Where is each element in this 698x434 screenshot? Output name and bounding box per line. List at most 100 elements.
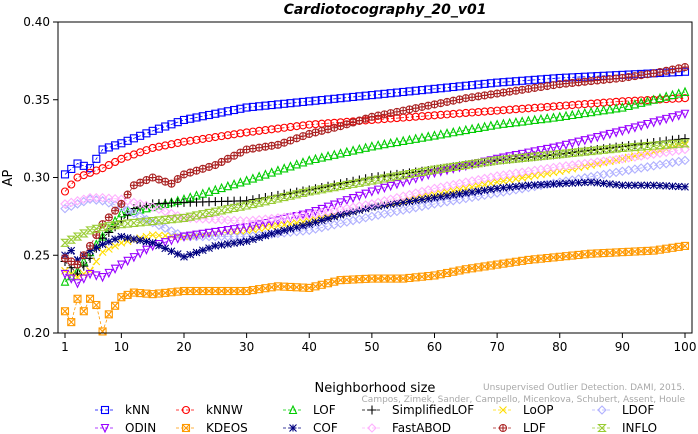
data-point	[79, 307, 88, 316]
data-point	[230, 130, 239, 139]
data-point	[223, 226, 233, 236]
data-point	[536, 82, 546, 92]
data-point	[385, 173, 396, 182]
data-point	[680, 155, 690, 166]
data-point	[323, 150, 333, 161]
data-point	[430, 84, 439, 93]
data-point	[561, 101, 571, 110]
data-point	[135, 218, 145, 227]
data-point	[486, 156, 496, 166]
data-point	[117, 139, 126, 148]
legend-marker	[289, 424, 297, 432]
data-point	[373, 175, 383, 184]
data-point	[473, 159, 484, 168]
data-point	[411, 133, 421, 143]
data-point	[480, 107, 489, 116]
data-point	[480, 121, 489, 131]
data-point	[166, 215, 177, 224]
data-point	[330, 94, 339, 103]
data-point	[274, 221, 282, 230]
data-point	[129, 253, 139, 263]
data-point	[374, 111, 383, 120]
data-point	[649, 118, 659, 128]
data-point	[442, 110, 452, 119]
data-point	[656, 181, 664, 190]
data-point	[667, 140, 678, 149]
data-point	[617, 143, 628, 153]
data-point	[561, 140, 571, 151]
data-point	[411, 196, 420, 205]
data-point	[543, 180, 552, 189]
data-point	[111, 157, 120, 166]
data-point	[166, 208, 177, 219]
data-point	[129, 218, 139, 227]
data-point	[467, 123, 477, 134]
data-point	[73, 159, 82, 168]
data-point	[98, 327, 107, 336]
data-point	[680, 134, 690, 144]
data-point	[60, 254, 70, 263]
data-point	[674, 88, 684, 98]
data-point	[499, 78, 508, 87]
data-point	[117, 199, 126, 208]
x-tick-label: 1	[61, 340, 69, 354]
data-point	[148, 126, 157, 135]
data-point	[361, 91, 370, 100]
data-point	[424, 111, 433, 120]
data-point	[292, 122, 301, 131]
data-point	[442, 97, 452, 106]
data-point	[586, 106, 596, 117]
data-point	[104, 161, 113, 170]
series-inflo	[60, 139, 690, 247]
data-point	[123, 256, 132, 267]
data-point	[605, 143, 615, 153]
legend-marker	[499, 406, 507, 414]
y-tick-label: 0.20	[23, 326, 50, 340]
data-point	[211, 242, 220, 250]
data-point	[98, 272, 107, 283]
data-point	[155, 231, 163, 240]
legend-marker	[181, 405, 191, 415]
data-point	[537, 180, 545, 189]
data-point	[336, 148, 345, 158]
data-point	[636, 97, 646, 107]
data-point	[505, 77, 514, 86]
data-point	[180, 252, 188, 261]
data-point	[430, 193, 439, 202]
data-point	[111, 301, 120, 310]
data-point	[455, 190, 464, 198]
plot-area	[60, 63, 690, 336]
data-point	[185, 212, 196, 221]
data-point	[161, 141, 170, 150]
data-point	[122, 205, 133, 215]
data-point	[210, 207, 221, 216]
data-point	[317, 216, 326, 225]
data-point	[424, 85, 433, 94]
data-point	[255, 102, 264, 111]
data-point	[73, 260, 82, 269]
data-point	[179, 232, 189, 242]
data-point	[192, 113, 201, 122]
data-point	[530, 147, 540, 157]
legend-label: LDF	[523, 421, 546, 434]
data-point	[142, 245, 151, 255]
data-point	[85, 226, 95, 235]
data-point	[299, 218, 307, 226]
data-point	[336, 198, 345, 208]
data-point	[512, 175, 520, 183]
data-point	[192, 135, 201, 144]
data-point	[580, 136, 590, 146]
data-point	[205, 244, 213, 252]
data-point	[198, 188, 208, 198]
data-point	[311, 153, 320, 164]
legend-marker	[181, 423, 191, 433]
y-tick-label: 0.25	[23, 248, 50, 262]
data-point	[292, 159, 302, 169]
data-point	[60, 276, 70, 286]
data-point	[592, 105, 602, 116]
data-point	[111, 242, 119, 250]
data-point	[536, 146, 546, 156]
data-point	[680, 94, 690, 103]
data-point	[511, 154, 521, 163]
data-point	[179, 137, 189, 146]
